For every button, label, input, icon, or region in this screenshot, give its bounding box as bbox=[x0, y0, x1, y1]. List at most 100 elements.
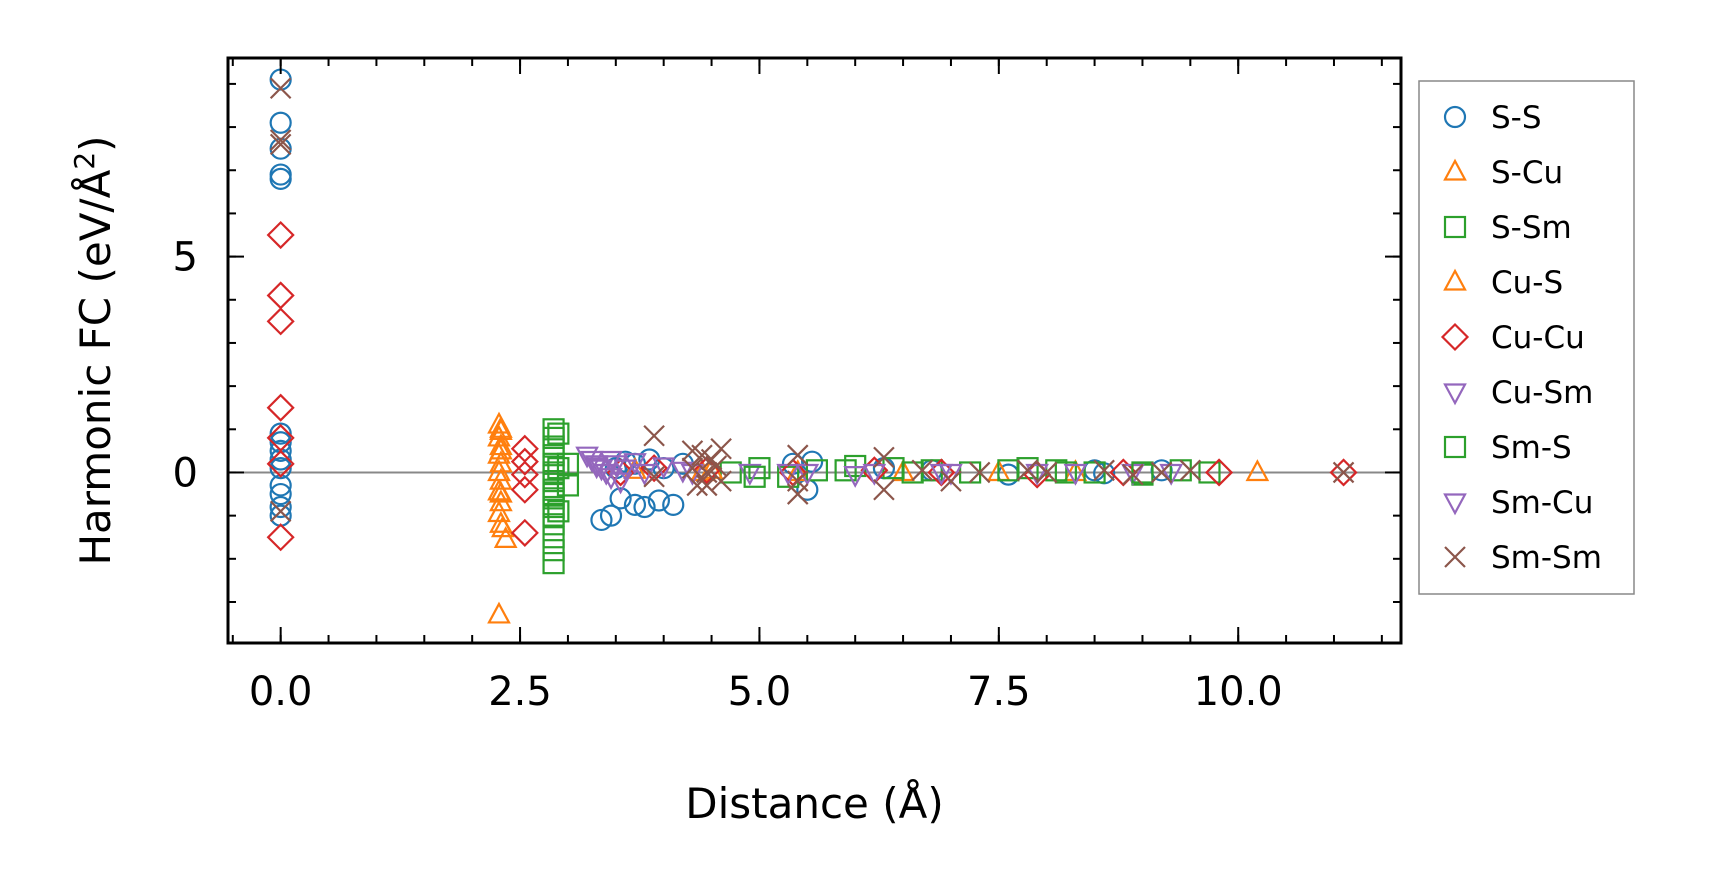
data-point bbox=[489, 437, 513, 460]
data-point bbox=[1054, 461, 1077, 484]
data-point bbox=[997, 459, 1020, 482]
data-point bbox=[609, 487, 632, 510]
series-cu-cu bbox=[266, 220, 1358, 552]
data-point bbox=[1122, 463, 1144, 486]
data-point bbox=[269, 129, 292, 151]
legend-marker bbox=[1443, 215, 1467, 239]
data-point bbox=[1131, 461, 1154, 484]
plot-frame bbox=[226, 56, 1403, 645]
legend-marker bbox=[1444, 546, 1466, 568]
data-point bbox=[542, 539, 565, 562]
data-point bbox=[266, 393, 295, 422]
series-cu-sm bbox=[575, 446, 1145, 491]
data-point bbox=[599, 504, 623, 527]
data-point bbox=[632, 463, 657, 486]
data-point bbox=[873, 478, 895, 501]
data-point bbox=[489, 480, 513, 503]
data-point bbox=[1083, 461, 1106, 484]
data-point bbox=[269, 137, 292, 160]
data-point bbox=[1016, 457, 1039, 480]
data-point bbox=[862, 463, 887, 486]
data-point bbox=[1205, 458, 1234, 487]
data-point bbox=[834, 459, 857, 482]
legend-item: Sm-Cu bbox=[1443, 485, 1593, 521]
data-point bbox=[633, 495, 656, 519]
data-point bbox=[843, 466, 868, 488]
data-point bbox=[269, 167, 292, 190]
data-point bbox=[608, 472, 633, 495]
legend-marker bbox=[1443, 268, 1467, 291]
data-point bbox=[805, 459, 828, 482]
data-point bbox=[911, 459, 934, 482]
data-point bbox=[269, 457, 292, 480]
legend-label: Sm-Cu bbox=[1491, 485, 1593, 521]
data-point bbox=[623, 493, 647, 516]
y-tick-label: 0 bbox=[173, 450, 198, 496]
legend: S-S S-Cu S-Sm Cu-S Cu-Cu Cu-Sm Sm-S Sm-Cu Sm-Sm bbox=[1418, 80, 1635, 595]
legend-label: Cu-Cu bbox=[1491, 320, 1585, 356]
x-tick-label: 0.0 bbox=[249, 669, 313, 715]
data-point bbox=[1093, 459, 1115, 482]
data-point bbox=[510, 518, 539, 547]
data-point bbox=[603, 455, 628, 478]
data-point bbox=[542, 552, 565, 575]
legend-item: Cu-Cu bbox=[1440, 320, 1585, 356]
data-point bbox=[489, 467, 513, 490]
data-point bbox=[542, 482, 565, 506]
series-s-cu bbox=[487, 411, 1270, 624]
data-point bbox=[269, 422, 292, 445]
data-point bbox=[266, 523, 295, 552]
legend-marker bbox=[1443, 383, 1467, 406]
y-axis-title-main: Harmonic FC (eV/Å bbox=[70, 169, 120, 565]
data-point bbox=[547, 500, 570, 523]
chart-marks bbox=[266, 68, 1358, 624]
legend-marker bbox=[1443, 435, 1467, 459]
axis-ticks bbox=[228, 58, 1401, 643]
legend-item: S-S bbox=[1443, 100, 1542, 136]
x-tick-label: 5.0 bbox=[728, 669, 792, 715]
axis-tick-labels: 0.0 2.5 5.0 7.5 10.0 0 5 bbox=[173, 235, 1283, 715]
data-point bbox=[510, 447, 539, 476]
data-point bbox=[269, 495, 292, 519]
legend-label: Sm-S bbox=[1491, 430, 1572, 466]
data-point bbox=[1198, 461, 1221, 484]
data-point bbox=[1329, 458, 1358, 487]
legend-item: Sm-S bbox=[1443, 430, 1572, 466]
legend-label: Cu-Sm bbox=[1491, 375, 1593, 411]
data-point bbox=[1245, 459, 1270, 482]
x-tick-label: 7.5 bbox=[967, 669, 1031, 715]
data-point bbox=[487, 500, 511, 523]
data-point bbox=[929, 463, 954, 486]
data-point bbox=[266, 281, 295, 310]
legend-marker bbox=[1443, 493, 1467, 516]
series-sm-sm bbox=[269, 77, 1355, 523]
data-point bbox=[1332, 461, 1355, 484]
x-axis-title: Distance (Å) bbox=[685, 778, 944, 828]
legend-item: S-Cu bbox=[1443, 155, 1563, 191]
data-point bbox=[786, 483, 809, 505]
data-point bbox=[647, 489, 670, 512]
data-point bbox=[599, 450, 623, 473]
legend-item: Cu-Sm bbox=[1443, 375, 1593, 411]
legend-label: Cu-S bbox=[1491, 265, 1563, 301]
y-axis-title-close: ) bbox=[71, 135, 120, 151]
data-point bbox=[710, 470, 732, 492]
data-point bbox=[269, 500, 292, 523]
data-point bbox=[487, 601, 511, 624]
data-point bbox=[643, 466, 665, 488]
data-point bbox=[651, 457, 676, 480]
data-point bbox=[705, 455, 728, 477]
data-point bbox=[1016, 459, 1039, 482]
data-point bbox=[1150, 461, 1173, 484]
data-point bbox=[269, 111, 292, 134]
legend-item: S-Sm bbox=[1443, 210, 1572, 246]
data-point bbox=[1179, 459, 1202, 482]
data-point bbox=[269, 77, 292, 99]
data-point bbox=[489, 415, 513, 438]
legend-item: Cu-S bbox=[1443, 265, 1563, 301]
x-tick-label: 10.0 bbox=[1194, 669, 1283, 715]
legend-marker bbox=[1443, 158, 1467, 181]
legend-label: Sm-Sm bbox=[1491, 540, 1602, 576]
data-point bbox=[719, 461, 742, 484]
